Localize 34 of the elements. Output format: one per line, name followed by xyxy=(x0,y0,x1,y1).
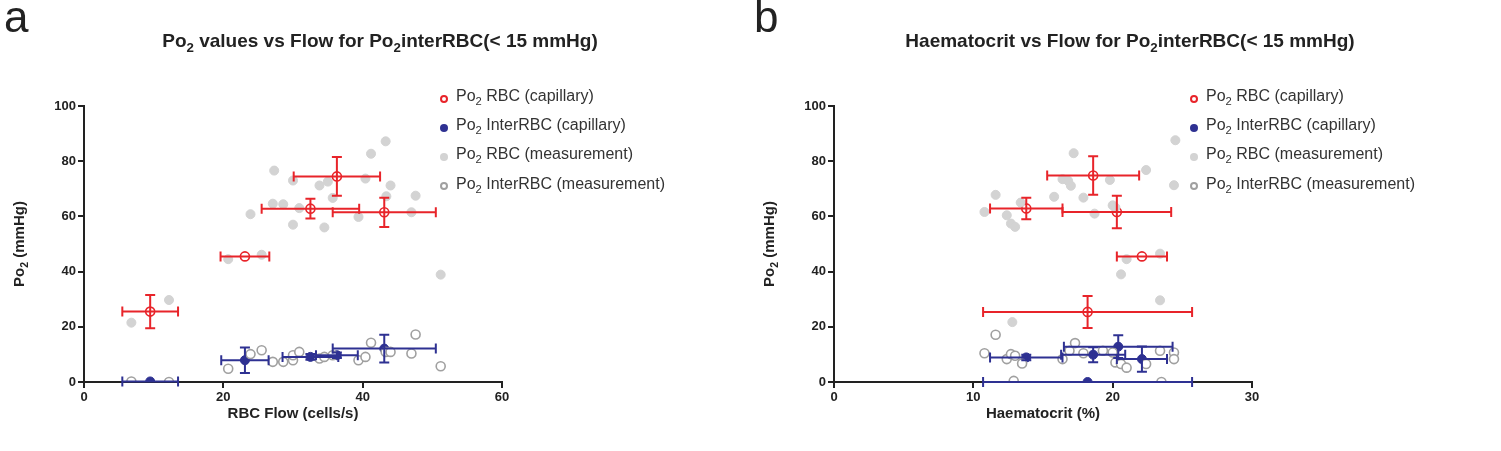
x-tick-label: 20 xyxy=(1105,389,1120,405)
x-tick-label: 0 xyxy=(80,389,88,405)
chart-title: Po$_{2}$ values vs Flow for Po$_{2}$interRBC(< 15 mmHg) xyxy=(162,30,598,55)
y-tick-label: 80 xyxy=(61,152,76,168)
y-tick-label: 100 xyxy=(54,97,76,113)
x-tick-label: 60 xyxy=(494,389,510,405)
y-tick-label: 20 xyxy=(811,318,826,334)
y-tick-label: 60 xyxy=(811,207,826,223)
x-tick-label: 10 xyxy=(966,389,981,405)
chart-title: Haematocrit vs Flow for Po$_{2}$interRBC(< 15 mmHg) xyxy=(905,30,1355,55)
x-tick-label: 0 xyxy=(830,389,838,405)
legend-label: Po$_{2}$ InterRBC (capillary) xyxy=(1206,115,1376,139)
legend-label: Po$_{2}$ RBC (capillary) xyxy=(1206,86,1344,110)
x-axis-title: RBC Flow (cells/s) xyxy=(226,404,360,421)
legend-label: Po$_{2}$ InterRBC (measurement) xyxy=(456,173,665,197)
legend-label: Po$_{2}$ InterRBC (capillary) xyxy=(456,115,626,139)
text: a xyxy=(4,0,29,42)
legend-label: Po$_{2}$ RBC (measurement) xyxy=(456,144,633,168)
y-tick-label: 0 xyxy=(818,373,826,389)
y-tick-label: 60 xyxy=(61,207,76,223)
x-axis-title: Haematocrit (%) xyxy=(984,404,1102,421)
text: b xyxy=(754,0,779,42)
legend-label: Po$_{2}$ RBC (measurement) xyxy=(1206,144,1383,168)
legend-label: Po$_{2}$ InterRBC (measurement) xyxy=(1206,173,1415,197)
x-tick-label: 40 xyxy=(355,389,370,405)
legend-label: Po$_{2}$ RBC (capillary) xyxy=(456,86,594,110)
y-tick-label: 100 xyxy=(804,97,826,113)
y-tick-label: 40 xyxy=(61,263,76,279)
x-tick-label: 20 xyxy=(216,389,231,405)
y-tick-label: 40 xyxy=(811,263,826,279)
y-tick-label: 0 xyxy=(68,373,76,389)
x-tick-label: 30 xyxy=(1244,389,1260,405)
y-tick-label: 80 xyxy=(811,152,826,168)
y-tick-label: 20 xyxy=(61,318,76,334)
